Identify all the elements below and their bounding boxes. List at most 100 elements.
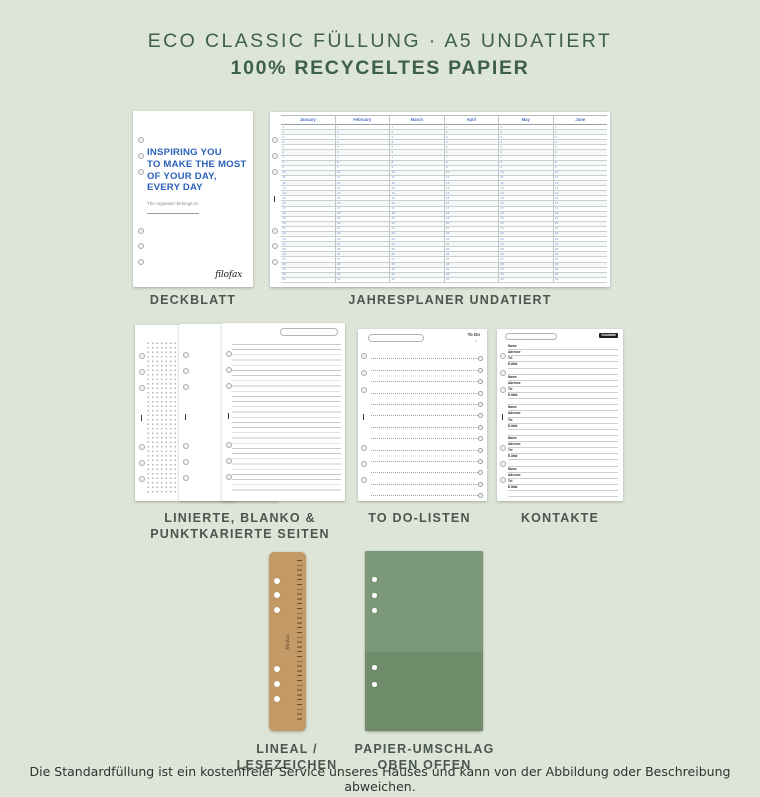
planner-day-number: 11 bbox=[337, 175, 341, 180]
todo-checkbox-circle bbox=[478, 413, 483, 419]
kontakte-field-label: Tel bbox=[508, 356, 513, 361]
planner-day-row: 30 bbox=[499, 272, 553, 278]
planner-day-row: 30 bbox=[444, 272, 498, 278]
planner-day-number: 17 bbox=[446, 206, 450, 210]
planner-day-row: 13 bbox=[281, 186, 335, 192]
planner-day-row: 20 bbox=[390, 221, 444, 227]
planner-day-number: 2 bbox=[446, 129, 448, 134]
planner-day-row: 7 bbox=[390, 155, 444, 161]
planner-day-row: 24 bbox=[444, 242, 498, 248]
punch-hole bbox=[361, 477, 367, 483]
planner-day-number: 28 bbox=[337, 262, 341, 267]
kontakte-row: Name bbox=[508, 405, 618, 412]
planner-day-row: 14 bbox=[499, 191, 553, 197]
planner-day-number: 16 bbox=[391, 200, 395, 205]
planner-day-row: 6 bbox=[390, 150, 444, 156]
punch-hole bbox=[138, 228, 144, 234]
filofax-logo: filofax bbox=[215, 270, 242, 280]
planner-day-row: 17 bbox=[444, 206, 498, 212]
planner-day-row: 1 bbox=[390, 124, 444, 131]
punch-hole bbox=[272, 259, 278, 265]
planner-month-header: June bbox=[553, 115, 607, 125]
punch-hole bbox=[139, 353, 145, 359]
planner-day-number: 6 bbox=[500, 149, 503, 154]
planner-day-row: 18 bbox=[499, 211, 553, 217]
planner-day-row: 22 bbox=[281, 231, 335, 238]
kontakte-row: Tel bbox=[508, 448, 618, 455]
planner-day-row: 23 bbox=[281, 237, 335, 243]
planner-day-row: 21 bbox=[335, 226, 389, 232]
planner-day-number: 7 bbox=[282, 155, 285, 160]
todo-row bbox=[371, 485, 483, 499]
cover-text-line: INSPIRING YOU bbox=[147, 147, 222, 158]
planner-day-number: 4 bbox=[282, 139, 285, 144]
caption-lineal-line1: LINEAL / bbox=[256, 742, 318, 756]
kontakte-row: Name bbox=[508, 344, 618, 351]
planner-day-row: 28 bbox=[444, 262, 498, 268]
center-tick bbox=[273, 196, 275, 202]
kontakte-field-label: Tel bbox=[508, 448, 513, 453]
center-tick bbox=[184, 414, 186, 420]
planner-day-row: 2 bbox=[390, 130, 444, 136]
todo-rows bbox=[371, 348, 483, 499]
kontakte-row: E-Mail bbox=[508, 424, 618, 430]
kontakte-row: E-Mail bbox=[508, 393, 618, 400]
planner-day-number: 11 bbox=[391, 175, 395, 180]
planner-day-row: 31 bbox=[390, 277, 444, 283]
planner-day-row: 18 bbox=[553, 211, 607, 217]
planner-day-number: 25 bbox=[391, 246, 395, 251]
kontakte-field-label: Name bbox=[508, 466, 517, 471]
planner-day-row: 15 bbox=[390, 195, 444, 202]
planner-day-row: 27 bbox=[444, 257, 498, 263]
todo-page-title: To Do bbox=[467, 332, 480, 337]
planner-day-row: 26 bbox=[553, 251, 607, 258]
planner-day-number: 2 bbox=[337, 129, 339, 134]
planner-day-row: 23 bbox=[499, 237, 553, 243]
planner-day-row: 3 bbox=[390, 135, 444, 141]
todo-checkbox-circle bbox=[478, 424, 483, 430]
planner-day-number: 16 bbox=[500, 200, 504, 205]
planner-day-number: 28 bbox=[500, 262, 504, 267]
punch-hole bbox=[272, 228, 278, 234]
envelope bbox=[365, 551, 483, 731]
planner-day-row: 24 bbox=[335, 242, 389, 248]
planner-day-number: 27 bbox=[282, 256, 286, 261]
planner-day-row: 21 bbox=[444, 226, 498, 232]
kontakte-row: Tel bbox=[508, 479, 618, 485]
planner-month-header: January bbox=[281, 115, 335, 125]
planner-day-row: 27 bbox=[390, 257, 444, 263]
planner-day-row: 7 bbox=[335, 155, 389, 161]
todo-row bbox=[371, 451, 483, 464]
planner-day-row: 21 bbox=[553, 226, 607, 232]
planner-day-row: 29 bbox=[281, 267, 335, 273]
planner-day-row: 29 bbox=[553, 267, 607, 273]
planner-day-row: 1 bbox=[444, 125, 498, 131]
planner-day-number: 10 bbox=[555, 170, 559, 175]
planner-day-number: 5 bbox=[446, 144, 448, 149]
planner-day-number: 28 bbox=[282, 262, 286, 267]
planner-day-row: 28 bbox=[499, 262, 553, 268]
planner-day-row: 6 bbox=[499, 149, 553, 156]
planner-day-row: 14 bbox=[281, 191, 335, 197]
planner-day-row: 5 bbox=[553, 145, 607, 151]
planner-day-number: 31 bbox=[446, 277, 450, 282]
planner-day-number: 20 bbox=[500, 221, 504, 226]
planner-day-number: 26 bbox=[555, 251, 559, 256]
planner-day-number: 20 bbox=[446, 221, 450, 226]
planner-day-number: 1 bbox=[391, 124, 394, 129]
planner-day-number: 30 bbox=[555, 272, 559, 277]
punch-hole bbox=[183, 475, 189, 481]
planner-day-row: 16 bbox=[553, 201, 607, 207]
caption-deckblatt: DECKBLATT bbox=[149, 293, 237, 307]
punch-hole bbox=[139, 444, 145, 450]
punch-hole bbox=[372, 682, 377, 687]
kontakte-row bbox=[508, 460, 618, 467]
planner-day-number: 15 bbox=[391, 195, 395, 200]
punch-hole bbox=[138, 259, 144, 265]
kontakte-field-label: Tel bbox=[508, 386, 513, 391]
punch-hole bbox=[500, 370, 506, 376]
planner-day-number: 21 bbox=[391, 226, 395, 231]
planner-day-row: 4 bbox=[281, 139, 335, 146]
punch-hole bbox=[361, 461, 367, 467]
